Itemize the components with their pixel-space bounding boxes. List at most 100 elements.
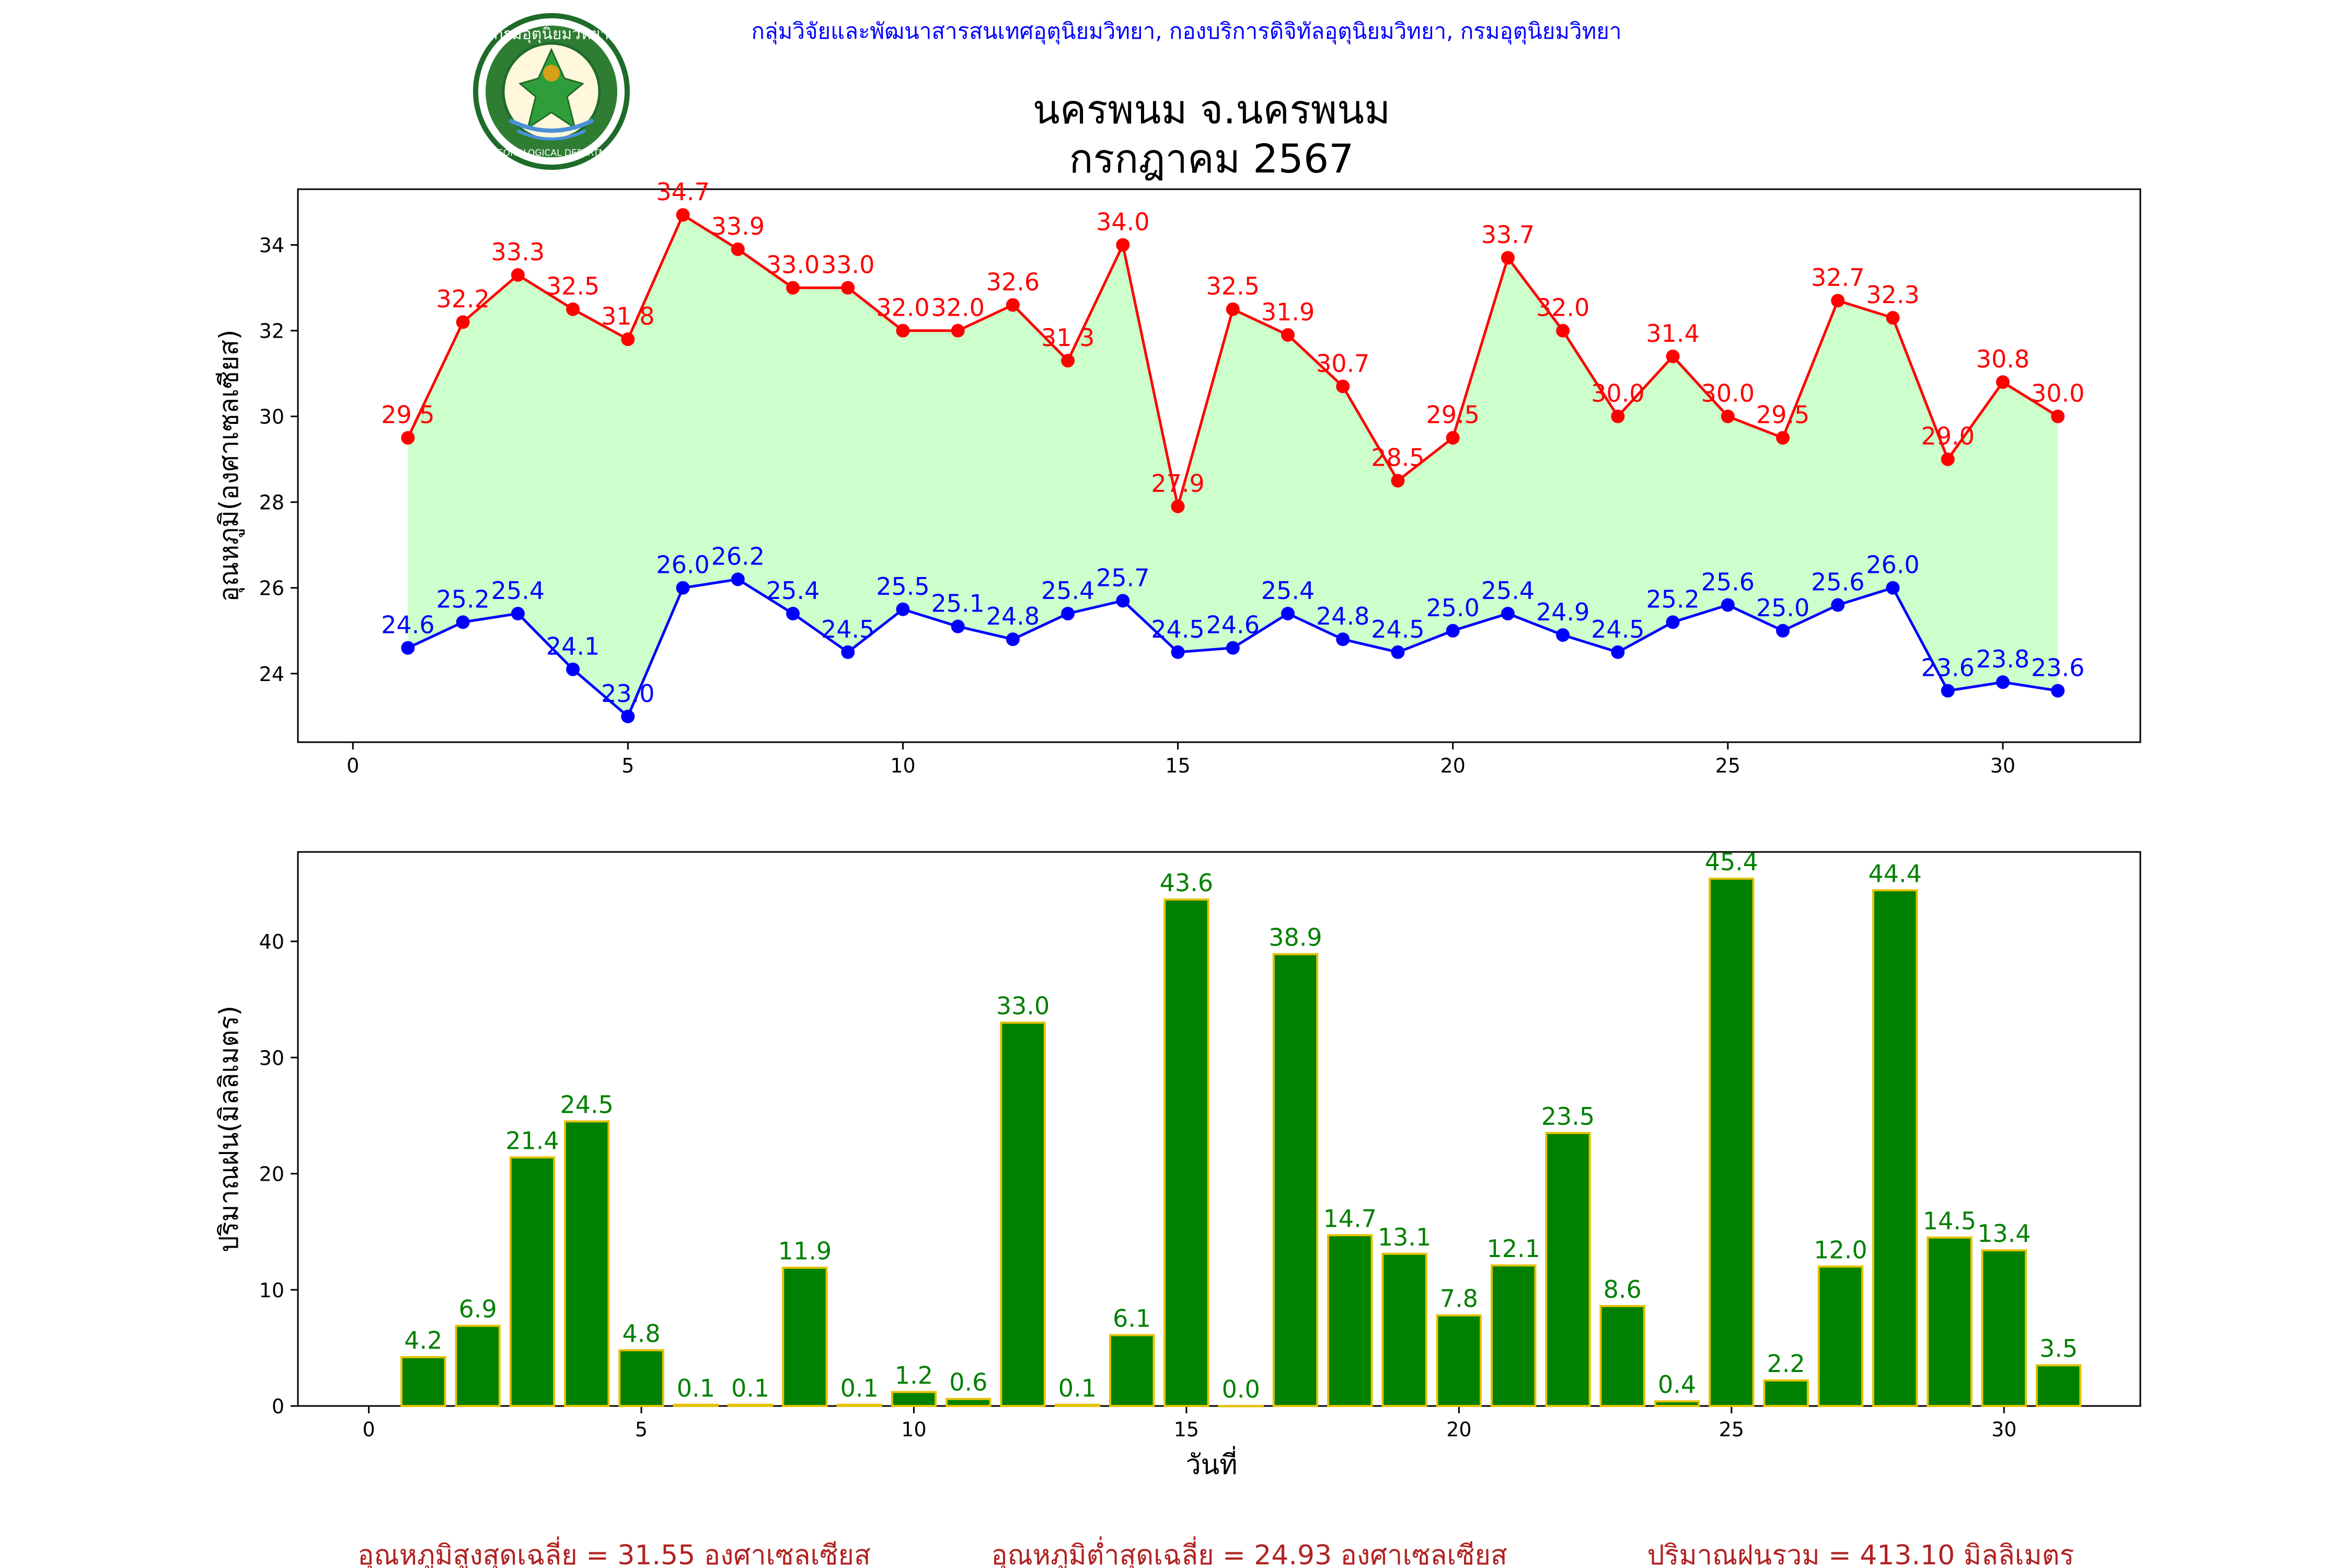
max-temperature-point [1721, 409, 1735, 423]
min-temperature-point [566, 662, 580, 676]
y-tick-label: 32 [259, 320, 284, 343]
rainfall-value-label: 23.5 [1541, 1102, 1595, 1131]
rainfall-bar [400, 1356, 446, 1408]
rainfall-value-label: 0.1 [731, 1374, 769, 1402]
y-tick-label: 0 [272, 1395, 284, 1418]
min-temperature-point [1171, 645, 1185, 659]
max-temperature-point [896, 324, 910, 338]
rainfall-value-label: 6.1 [1113, 1304, 1151, 1332]
rainfall-bar [1109, 1334, 1155, 1407]
rainfall-value-label: 38.9 [1269, 924, 1322, 952]
y-tick-label: 30 [259, 1046, 284, 1069]
min-temperature-value-label: 24.5 [821, 615, 874, 643]
min-temperature-value-label: 25.5 [876, 572, 929, 601]
min-temperature-point [1831, 598, 1845, 612]
rainfall-bar [455, 1324, 501, 1408]
min-temperature-point [1721, 598, 1735, 612]
min-temperature-point [1336, 632, 1350, 647]
max-temperature-value-label: 32.0 [931, 294, 984, 322]
rainfall-bar [1272, 953, 1319, 1407]
max-temperature-point [1226, 302, 1240, 316]
max-temperature-point [731, 242, 745, 256]
rainfall-value-label: 12.1 [1486, 1235, 1540, 1263]
rainfall-value-label: 24.5 [560, 1091, 614, 1119]
max-temperature-point [1831, 294, 1845, 308]
rainfall-bar [564, 1120, 610, 1408]
max-temperature-value-label: 32.7 [1811, 263, 1864, 292]
max-temperature-value-label: 31.3 [1041, 324, 1094, 352]
rainfall-value-label: 21.4 [505, 1126, 559, 1155]
max-temperature-value-label: 33.0 [766, 251, 820, 279]
rainfall-bar [836, 1403, 882, 1408]
min-temperature-value-label: 24.8 [1316, 602, 1369, 630]
rainfall-bar [1872, 889, 1918, 1408]
min-temperature-point [1886, 581, 1900, 595]
min-temperature-point [676, 581, 690, 595]
min-temperature-value-label: 25.4 [766, 577, 820, 605]
chart-title-month: กรกฎาคม 2567 [1069, 135, 1354, 182]
max-temperature-value-label: 32.0 [1536, 294, 1589, 322]
rainfall-value-label: 0.1 [677, 1374, 715, 1402]
max-temperature-point [841, 281, 855, 295]
rainfall-value-label: 0.1 [1058, 1374, 1097, 1402]
y-tick-label: 24 [259, 663, 284, 686]
max-temperature-value-label: 32.2 [436, 285, 489, 313]
temperature-axes: 0 5 10 15 20 25 30 24 26 28 30 32 34 [259, 188, 2141, 777]
y-tick-label: 40 [259, 930, 284, 953]
rainfall-bar [1436, 1314, 1482, 1408]
temperature-y-axis-label: อุณหภูมิ(องศาเซลเซียส) [214, 329, 245, 602]
min-temperature-point [2051, 684, 2065, 698]
rainfall-value-label: 0.4 [1658, 1370, 1696, 1399]
max-temperature-point [1391, 474, 1405, 488]
y-tick-label: 28 [259, 491, 284, 514]
min-temperature-value-label: 26.0 [1866, 551, 1919, 579]
rainfall-bar [1054, 1403, 1101, 1408]
max-temperature-point [1336, 379, 1350, 394]
max-temperature-point [1941, 452, 1955, 466]
min-temperature-point [1116, 594, 1130, 608]
min-temperature-point [896, 602, 910, 616]
rainfall-bar [1599, 1305, 1645, 1408]
max-temperature-value-label: 29.0 [1921, 422, 1975, 451]
max-temperature-point [621, 332, 635, 347]
min-temperature-point [841, 645, 855, 659]
min-temperature-point [1391, 645, 1405, 659]
max-temperature-point [1061, 354, 1075, 368]
rainfall-value-label: 44.4 [1868, 859, 1921, 887]
x-tick-label: 15 [1174, 1418, 1199, 1441]
min-temperature-value-label: 23.8 [1976, 645, 2030, 673]
rainfall-chart: 0 5 10 15 20 25 30 0 10 20 30 40 4.2 6.9 21.424.5 4.8 0… [214, 848, 2141, 1481]
rainfall-bar [1981, 1249, 2027, 1407]
max-temperature-value-label: 33.3 [491, 238, 545, 266]
max-temperature-value-label: 30.8 [1976, 345, 2030, 373]
rainfall-bar [727, 1403, 774, 1408]
min-temperature-point [786, 606, 800, 620]
min-temperature-value-label: 25.0 [1426, 594, 1479, 622]
min-temperature-value-label: 24.6 [381, 611, 434, 639]
x-tick-label: 15 [1165, 754, 1190, 777]
min-temperature-value-label: 25.2 [436, 585, 489, 613]
max-temperature-point [1006, 298, 1020, 312]
x-tick-label: 5 [635, 1418, 648, 1441]
min-temperature-point [951, 619, 965, 633]
max-temperature-point [1446, 431, 1460, 445]
min-temperature-value-label: 23.6 [2031, 654, 2084, 682]
average-min-temperature: อุณหภูมิต่ำสุดเฉลี่ย = 24.93 องศาเซลเซีย… [991, 1536, 1507, 1568]
max-temperature-point [1116, 238, 1130, 252]
logo-bottom-text: METEOROLOGICAL DEPARTMENT [479, 148, 625, 158]
min-temperature-value-label: 25.7 [1096, 563, 1149, 592]
min-temperature-point [1556, 628, 1570, 642]
x-tick-label: 30 [1991, 1418, 2016, 1441]
rainfall-value-label: 3.5 [2039, 1334, 2078, 1363]
max-temperature-point [511, 268, 525, 282]
max-temperature-value-label: 32.5 [1206, 272, 1260, 301]
temperature-plot-frame [297, 188, 2141, 743]
max-temperature-value-label: 27.9 [1151, 469, 1204, 498]
min-temperature-point [1501, 606, 1515, 620]
max-temperature-point [951, 324, 965, 338]
y-tick-label: 34 [259, 234, 284, 257]
min-temperature-value-label: 23.6 [1921, 654, 1975, 682]
x-tick-label: 10 [901, 1418, 926, 1441]
